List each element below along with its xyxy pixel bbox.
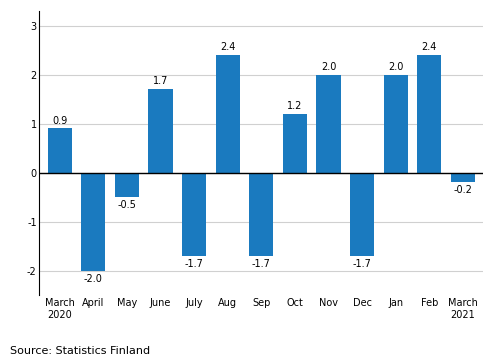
Text: -1.7: -1.7 — [252, 259, 271, 269]
Bar — [249, 172, 274, 256]
Text: -0.2: -0.2 — [454, 185, 472, 195]
Text: 2.4: 2.4 — [422, 42, 437, 52]
Text: 1.2: 1.2 — [287, 101, 303, 111]
Text: 0.9: 0.9 — [52, 116, 67, 126]
Bar — [317, 75, 341, 172]
Text: -1.7: -1.7 — [184, 259, 204, 269]
Bar — [148, 89, 173, 172]
Bar — [283, 114, 307, 172]
Text: 1.7: 1.7 — [153, 76, 168, 86]
Text: -2.0: -2.0 — [84, 274, 103, 284]
Bar — [81, 172, 106, 271]
Bar — [350, 172, 374, 256]
Bar — [417, 55, 441, 172]
Text: -0.5: -0.5 — [117, 200, 136, 210]
Text: 2.0: 2.0 — [388, 62, 403, 72]
Bar — [115, 172, 139, 197]
Text: 2.0: 2.0 — [321, 62, 336, 72]
Bar — [47, 129, 71, 172]
Bar — [215, 55, 240, 172]
Text: Source: Statistics Finland: Source: Statistics Finland — [10, 346, 150, 356]
Text: 2.4: 2.4 — [220, 42, 235, 52]
Bar — [451, 172, 475, 183]
Bar — [384, 75, 408, 172]
Bar — [182, 172, 206, 256]
Text: -1.7: -1.7 — [352, 259, 372, 269]
